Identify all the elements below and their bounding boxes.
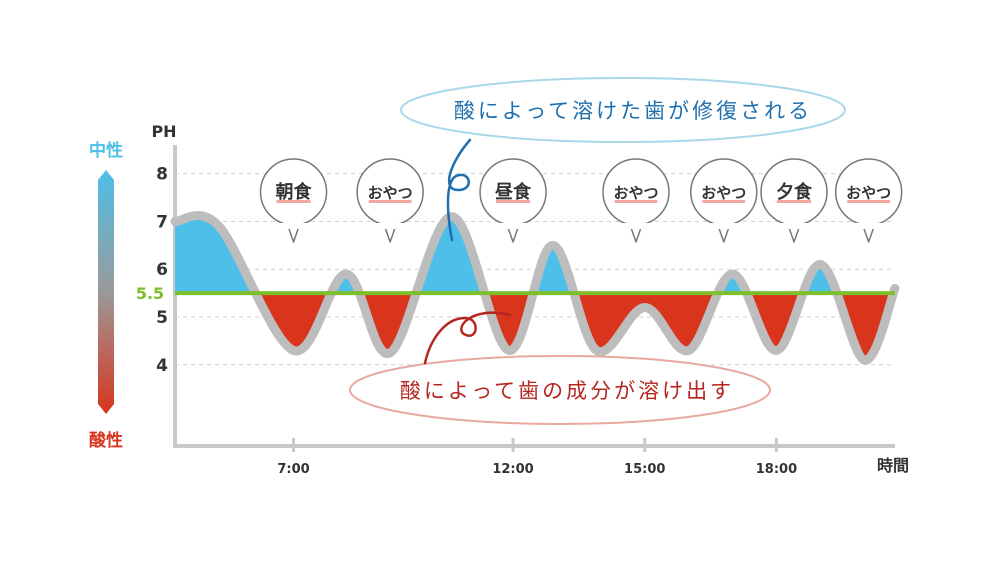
dissolve-callout-pointer xyxy=(423,311,512,365)
event-label: 朝食 xyxy=(276,181,313,203)
meal-events: 朝食 おやつ 昼食 おやつ おやつ 夕食 おやつ xyxy=(259,158,903,243)
y-tick-label: 4 xyxy=(156,356,168,376)
bubble-underline xyxy=(847,200,891,203)
y-tick-label: 7 xyxy=(156,212,168,232)
bubble-tail-cover xyxy=(264,223,323,229)
event-bubble: おやつ xyxy=(356,158,424,243)
bubble-tail-cover xyxy=(606,223,665,229)
bubble-underline xyxy=(495,200,531,203)
bubble-tail-cover xyxy=(839,223,898,229)
y-tick-label: 8 xyxy=(156,165,168,185)
bubble-tail-cover xyxy=(765,223,824,229)
bubble-tail-cover xyxy=(484,223,543,229)
event-label: おやつ xyxy=(613,184,658,202)
y-tick-labels: 4 5 6 7 8 xyxy=(156,165,168,376)
bubble-underline xyxy=(702,200,746,203)
event-bubble: 昼食 xyxy=(479,158,547,243)
ph-curve-line xyxy=(170,210,900,365)
event-bubble: 夕食 xyxy=(760,158,828,243)
bubble-tail-cover xyxy=(361,223,420,229)
event-bubble: 朝食 xyxy=(259,158,328,243)
y-axis-title: PH xyxy=(151,122,176,141)
event-label: おやつ xyxy=(701,184,746,202)
y-tick-label: 6 xyxy=(156,260,168,280)
bubble-underline xyxy=(368,200,412,203)
ph-scale: 中性 酸性 xyxy=(89,140,123,451)
x-axis-title: 時間 xyxy=(877,456,909,475)
bubble-underline xyxy=(776,200,812,203)
event-label: おやつ xyxy=(846,184,891,202)
event-bubble: おやつ xyxy=(602,158,670,243)
y-tick-label: 5 xyxy=(156,308,168,328)
scale-gradient-bar xyxy=(98,170,114,414)
x-tick-label: 15:00 xyxy=(624,462,665,477)
x-tick-labels: 7:00 12:00 15:00 18:00 xyxy=(277,438,797,477)
event-label: 夕食 xyxy=(776,181,813,203)
dissolve-callout-text: 酸によって歯の成分が溶け出す xyxy=(400,379,734,403)
x-tick-label: 12:00 xyxy=(492,462,533,477)
event-label: 昼食 xyxy=(495,181,532,203)
x-tick-label: 7:00 xyxy=(277,462,309,477)
event-bubble: おやつ xyxy=(834,158,903,243)
x-tick-label: 18:00 xyxy=(756,462,797,477)
repair-callout: 酸によって溶けた歯が修復される xyxy=(400,77,846,242)
bubble-underline xyxy=(614,200,658,203)
repair-callout-bubble xyxy=(400,77,846,143)
dissolve-callout-bubble xyxy=(349,355,771,425)
repair-callout-pointer xyxy=(446,138,472,242)
repair-callout-text: 酸によって溶けた歯が修復される xyxy=(454,99,812,123)
bubble-underline xyxy=(276,200,311,203)
dissolve-callout: 酸によって歯の成分が溶け出す xyxy=(349,311,771,425)
bubble-tail-cover xyxy=(694,223,753,229)
neutral-label: 中性 xyxy=(89,140,123,161)
event-bubble: おやつ xyxy=(690,158,758,243)
acidic-label: 酸性 xyxy=(89,430,123,451)
threshold-label: 5.5 xyxy=(136,284,164,303)
event-label: おやつ xyxy=(368,184,413,202)
